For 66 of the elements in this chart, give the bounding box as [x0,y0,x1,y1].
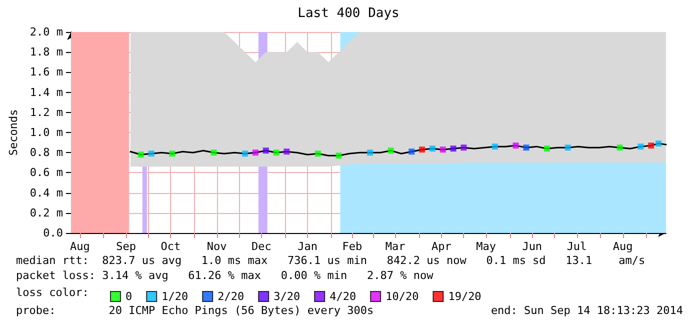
point [284,148,290,155]
point [523,144,530,151]
legend-label: 3/20 [274,290,300,303]
point [408,148,415,155]
y-tick-label: 0.6 m [30,166,64,180]
chart-title: Last 400 Days [298,6,400,21]
point [336,152,342,159]
y-tick-label: 0.2 m [30,206,64,220]
point [429,146,436,152]
x-tick-label: Aug [612,240,633,253]
x-tick-label: Jun [522,240,542,253]
legend-label: 10/20 [386,290,419,303]
y-tick-label: 1.4 m [30,86,64,99]
point [648,142,654,149]
x-tick-label: Jul [566,240,587,253]
point [656,140,662,147]
point [450,146,456,152]
point [210,150,217,156]
x-tick-label: Aug [70,240,90,253]
point [419,146,426,153]
y-tick-label: 1.8 m [30,46,64,59]
point [460,144,467,151]
legend-label: 4/20 [330,290,356,303]
y-tick-label: 2.0 m [30,26,64,38]
legend-label: 0 [126,290,132,303]
point [242,150,248,157]
y-axis-title: Seconds [7,109,20,156]
text: end: Sun Sep 14 18:13:23 2014 [490,304,683,317]
x-tick-label: May [476,240,496,253]
y-tick-label: 1.6 m [30,66,64,79]
text: median rtt: 823.7 us avg 1.0 ms max 736.1 us min 842.2 us now 0.1 ms sd 13.1 am/s [16,254,646,267]
point [544,146,550,152]
point [638,144,644,150]
x-tick-label: Apr [431,240,452,253]
point [262,148,269,154]
point [148,150,154,157]
point [138,152,144,158]
point [512,142,519,149]
x-tick-label: Oct [160,240,181,253]
point [273,150,280,156]
point [388,148,394,154]
legend-label: 1/20 [162,290,188,303]
point [366,150,373,156]
y-tick-label: 1.0 m [30,126,64,139]
legend-label: 19/20 [448,290,482,303]
point [440,146,446,153]
point [252,150,258,156]
x-tick-label: Feb [342,240,362,253]
point [169,150,176,157]
legend-title: loss color: [16,286,89,299]
x-tick-label: Nov [206,240,228,253]
x-tick-label: Sep [116,240,136,253]
text: probe: 20 ICMP Echo Pings (56 Bytes) every 300s [16,304,374,317]
y-tick-label: 0.8 m [30,146,64,160]
point [492,144,498,150]
legend-label: 2/20 [218,290,244,303]
y-tick-label: 0.4 m [30,186,64,200]
point [314,150,321,157]
x-tick-label: Mar [385,240,406,253]
y-tick-label: 0.0 [43,226,64,240]
text: packet loss: 3.14 % avg 61.26 % max 0.00 % min 2.87 % now [16,269,434,282]
y-tick-label: 1.2 m [30,106,64,119]
x-tick-label: Dec [251,240,272,253]
x-tick-label: Jan [298,240,318,253]
point [564,144,571,151]
point [616,144,623,151]
